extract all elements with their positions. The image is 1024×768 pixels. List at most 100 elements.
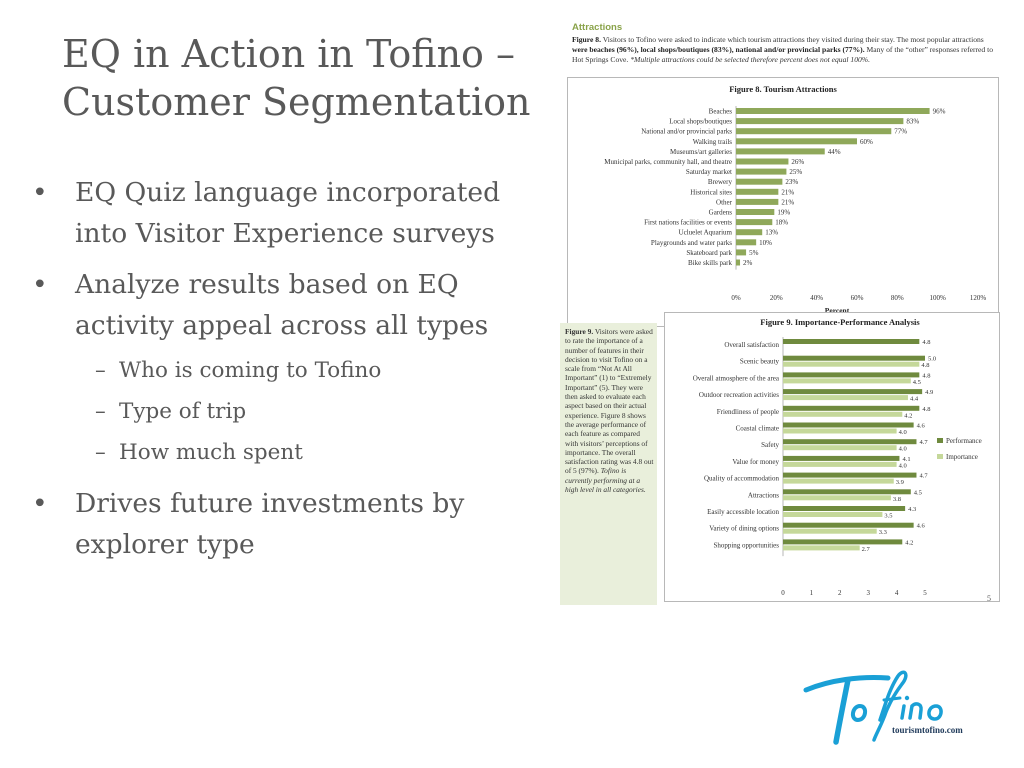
figure9-bar-performance xyxy=(783,422,914,428)
figure8-category-label: Gardens xyxy=(709,209,733,217)
sub-bullet-glyph: – xyxy=(95,399,106,424)
figure9-category-label: Value for money xyxy=(732,458,779,466)
figure9-category-label: Safety xyxy=(761,441,779,449)
figure9-caption-text: Visitors were asked to rate the importan… xyxy=(565,327,654,476)
figure8-bar xyxy=(736,168,787,175)
figure9-caption-label: Figure 9. xyxy=(565,327,594,336)
figure9-bar-performance xyxy=(783,389,923,395)
sub-bullet-glyph: – xyxy=(95,358,106,383)
figure9-bar-importance xyxy=(783,545,860,551)
figure9-tick-label: 1 xyxy=(810,589,814,597)
figure9-legend-swatch xyxy=(937,438,943,443)
bullet-item: • Analyze results based on EQ activity a… xyxy=(30,264,530,473)
figure8-category-label: Municipal parks, community hall, and the… xyxy=(604,158,732,166)
figure8-value-label: 44% xyxy=(828,148,841,156)
figure9-value-importance: 4.0 xyxy=(899,429,907,436)
figure8-caption-text-2: Many of the “other” responses referred t… xyxy=(572,44,994,64)
figure8-value-label: 5% xyxy=(749,249,759,257)
bullet-glyph: • xyxy=(32,269,48,300)
figure9-category-label: Overall atmosphere of the area xyxy=(693,374,780,382)
figure8-value-label: 13% xyxy=(765,229,778,237)
sub-bullet-item: – How much spent xyxy=(75,432,530,473)
figure8-value-label: 83% xyxy=(906,118,919,126)
figure8-bar xyxy=(736,239,757,246)
figure8-title: Figure 8. Tourism Attractions xyxy=(729,84,837,94)
figure8-value-label: 21% xyxy=(781,198,794,206)
tofino-logo-url: tourismtofino.com xyxy=(892,725,963,735)
figure8-bar xyxy=(736,188,779,195)
figure9-bar-importance xyxy=(783,495,891,501)
figure9-value-performance: 4.6 xyxy=(917,523,926,530)
figure9-bar-importance xyxy=(783,378,911,384)
figure8-category-label: Beaches xyxy=(709,108,733,116)
figure8-value-label: 60% xyxy=(860,138,873,146)
figure8-value-label: 19% xyxy=(777,209,790,217)
figure9-value-importance: 4.4 xyxy=(910,396,919,403)
figure9-value-importance: 3.3 xyxy=(879,529,887,536)
figure8-value-label: 26% xyxy=(791,158,804,166)
figure9-value-performance: 4.9 xyxy=(925,389,933,396)
figure9-tick-label: 3 xyxy=(866,589,870,597)
bullet-text: Drives future investments by explorer ty… xyxy=(75,488,465,560)
figure9-value-importance: 3.5 xyxy=(884,513,892,520)
figure8-bar xyxy=(736,259,741,266)
figure9-bar-importance xyxy=(783,428,897,434)
figure9-category-label: Overall satisfaction xyxy=(724,341,779,349)
figure9-bar-performance xyxy=(783,339,920,344)
figure8-value-label: 77% xyxy=(894,128,907,136)
figure9-category-label: Shopping opportunities xyxy=(713,541,779,549)
figure8-bar xyxy=(736,128,892,135)
figure8-category-label: Ucluelet Aquarium xyxy=(679,229,733,237)
sub-bullet-item: – Type of trip xyxy=(75,391,530,432)
attractions-heading: Attractions xyxy=(572,22,623,33)
figure9-value-performance: 4.8 xyxy=(922,339,930,346)
sub-bullet-text: How much spent xyxy=(119,440,303,465)
figure9-bar-importance xyxy=(783,361,920,367)
figure9-bar-importance xyxy=(783,512,883,517)
figure8-bar xyxy=(736,209,775,215)
figure9-bar-performance xyxy=(783,522,914,528)
bullet-item: • EQ Quiz language incorporated into Vis… xyxy=(30,172,530,254)
figure8-tick-label: 40% xyxy=(810,294,823,302)
sub-bullet-item: – Who is coming to Tofino xyxy=(75,350,530,391)
figure8-bar xyxy=(736,138,857,145)
figure9-category-label: Easily accessible location xyxy=(707,508,779,516)
bullet-list: • EQ Quiz language incorporated into Vis… xyxy=(30,172,530,575)
figure9-bar-importance xyxy=(783,528,877,534)
figure9-value-performance: 4.8 xyxy=(922,372,930,379)
figure9-value-performance: 4.6 xyxy=(917,423,926,430)
figure9-bar-performance xyxy=(783,439,917,445)
figure8-bar xyxy=(736,198,779,205)
report-excerpt-image: Attractions Figure 8. Visitors to Tofino… xyxy=(558,20,1006,610)
bullet-item: • Drives future investments by explorer … xyxy=(30,483,530,565)
figure8-tick-label: 60% xyxy=(851,294,864,302)
figure9-bar-performance xyxy=(783,405,920,411)
figure8-tick-label: 80% xyxy=(891,294,904,302)
figure9-chart-frame: Figure 9. Importance-Performance Analysi… xyxy=(664,312,1000,602)
figure9-value-importance: 4.5 xyxy=(913,379,921,386)
figure8-category-label: First nations facilities or events xyxy=(644,219,732,227)
figure9-value-performance: 4.1 xyxy=(902,456,910,463)
figure9-category-label: Quality of accommodation xyxy=(704,475,780,483)
figure8-category-label: Bike skills park xyxy=(688,259,732,267)
figure9-bar-importance xyxy=(783,411,903,417)
figure9-legend-swatch xyxy=(937,454,943,459)
figure8-bar xyxy=(736,249,747,256)
figure9-tick-label: 4 xyxy=(895,589,899,597)
figure8-category-label: Saturday market xyxy=(686,168,732,176)
figure9-category-label: Friendliness of people xyxy=(717,408,779,416)
figure9-category-label: Outdoor recreation activities xyxy=(699,391,779,399)
figure8-bar xyxy=(736,229,763,236)
figure8-bar xyxy=(736,148,825,155)
figure9-caption-note: Tofino is currently performing at a high… xyxy=(565,466,646,495)
figure8-tick-label: 20% xyxy=(770,294,783,302)
figure8-axis-title: Percent xyxy=(825,306,850,315)
figure8-value-label: 18% xyxy=(775,219,788,227)
figure8-caption-label: Figure 8. xyxy=(572,35,601,44)
figure9-category-label: Scenic beauty xyxy=(740,358,780,366)
bullet-glyph: • xyxy=(32,177,48,208)
figure9-bar-importance xyxy=(783,478,894,484)
figure8-category-label: National and/or provincial parks xyxy=(641,128,732,136)
figure9-bar-performance xyxy=(783,539,903,545)
figure9-bar-performance xyxy=(783,506,906,511)
